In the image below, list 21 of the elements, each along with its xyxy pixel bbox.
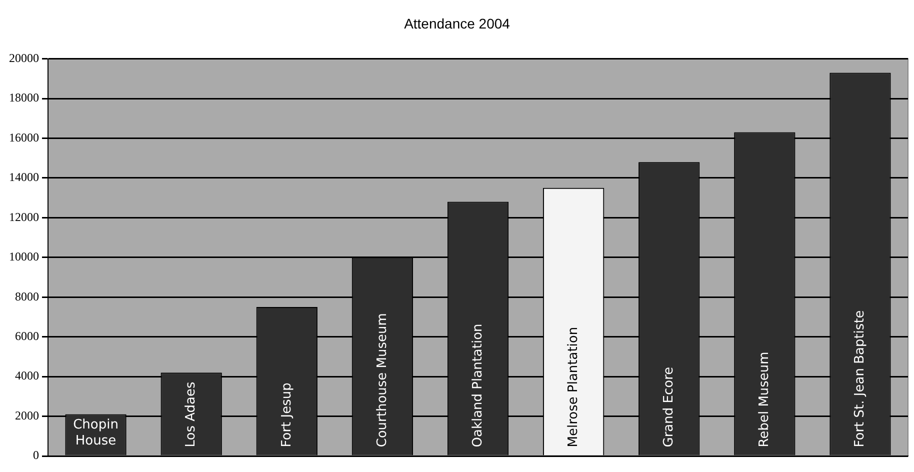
x-tick-label: Courthouse Museum (374, 313, 390, 448)
y-tick-label: 0 (33, 448, 39, 462)
x-tick-label: Melrose Plantation (566, 326, 581, 448)
chart-title: Attendance 2004 (404, 15, 510, 32)
x-tick-label: Los Adaes (184, 381, 199, 448)
x-tick-label: Fort Jesup (279, 382, 294, 448)
y-tick-label: 6000 (15, 328, 39, 343)
y-tick-label: 20000 (9, 50, 39, 65)
x-tick-label: Fort St. Jean Baptiste (852, 310, 868, 448)
y-tick-label: 10000 (9, 250, 39, 264)
x-tick-label: Rebel Museum (757, 352, 772, 448)
x-tick-label: Oakland Plantation (470, 324, 486, 448)
x-tick-label: Grand Ecore (661, 366, 676, 448)
y-tick-label: 4000 (15, 368, 39, 383)
y-tick-label: 14000 (9, 170, 39, 184)
y-tick-label: 18000 (9, 90, 39, 105)
y-tick-label: 16000 (9, 130, 39, 144)
y-tick-label: 2000 (15, 408, 39, 422)
y-tick-label: 8000 (15, 289, 39, 304)
y-tick-label: 12000 (9, 210, 39, 224)
x-tick-label: Chopin House (73, 418, 118, 449)
